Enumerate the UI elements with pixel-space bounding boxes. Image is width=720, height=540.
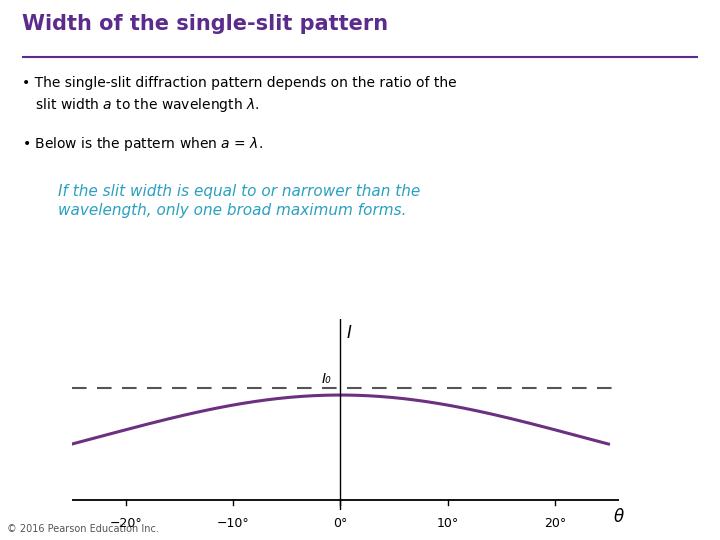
- Text: © 2016 Pearson Education Inc.: © 2016 Pearson Education Inc.: [7, 523, 159, 534]
- Text: θ: θ: [614, 508, 624, 526]
- Text: I₀: I₀: [322, 372, 332, 386]
- Text: If the slit width is equal to or narrower than the
wavelength, only one broad ma: If the slit width is equal to or narrowe…: [58, 184, 420, 218]
- Text: I: I: [346, 324, 351, 342]
- Text: Width of the single-slit pattern: Width of the single-slit pattern: [22, 14, 388, 33]
- Text: • The single-slit diffraction pattern depends on the ratio of the
   slit width : • The single-slit diffraction pattern de…: [22, 76, 456, 114]
- Text: • Below is the pattern when $a$ = $\lambda$.: • Below is the pattern when $a$ = $\lamb…: [22, 135, 263, 153]
